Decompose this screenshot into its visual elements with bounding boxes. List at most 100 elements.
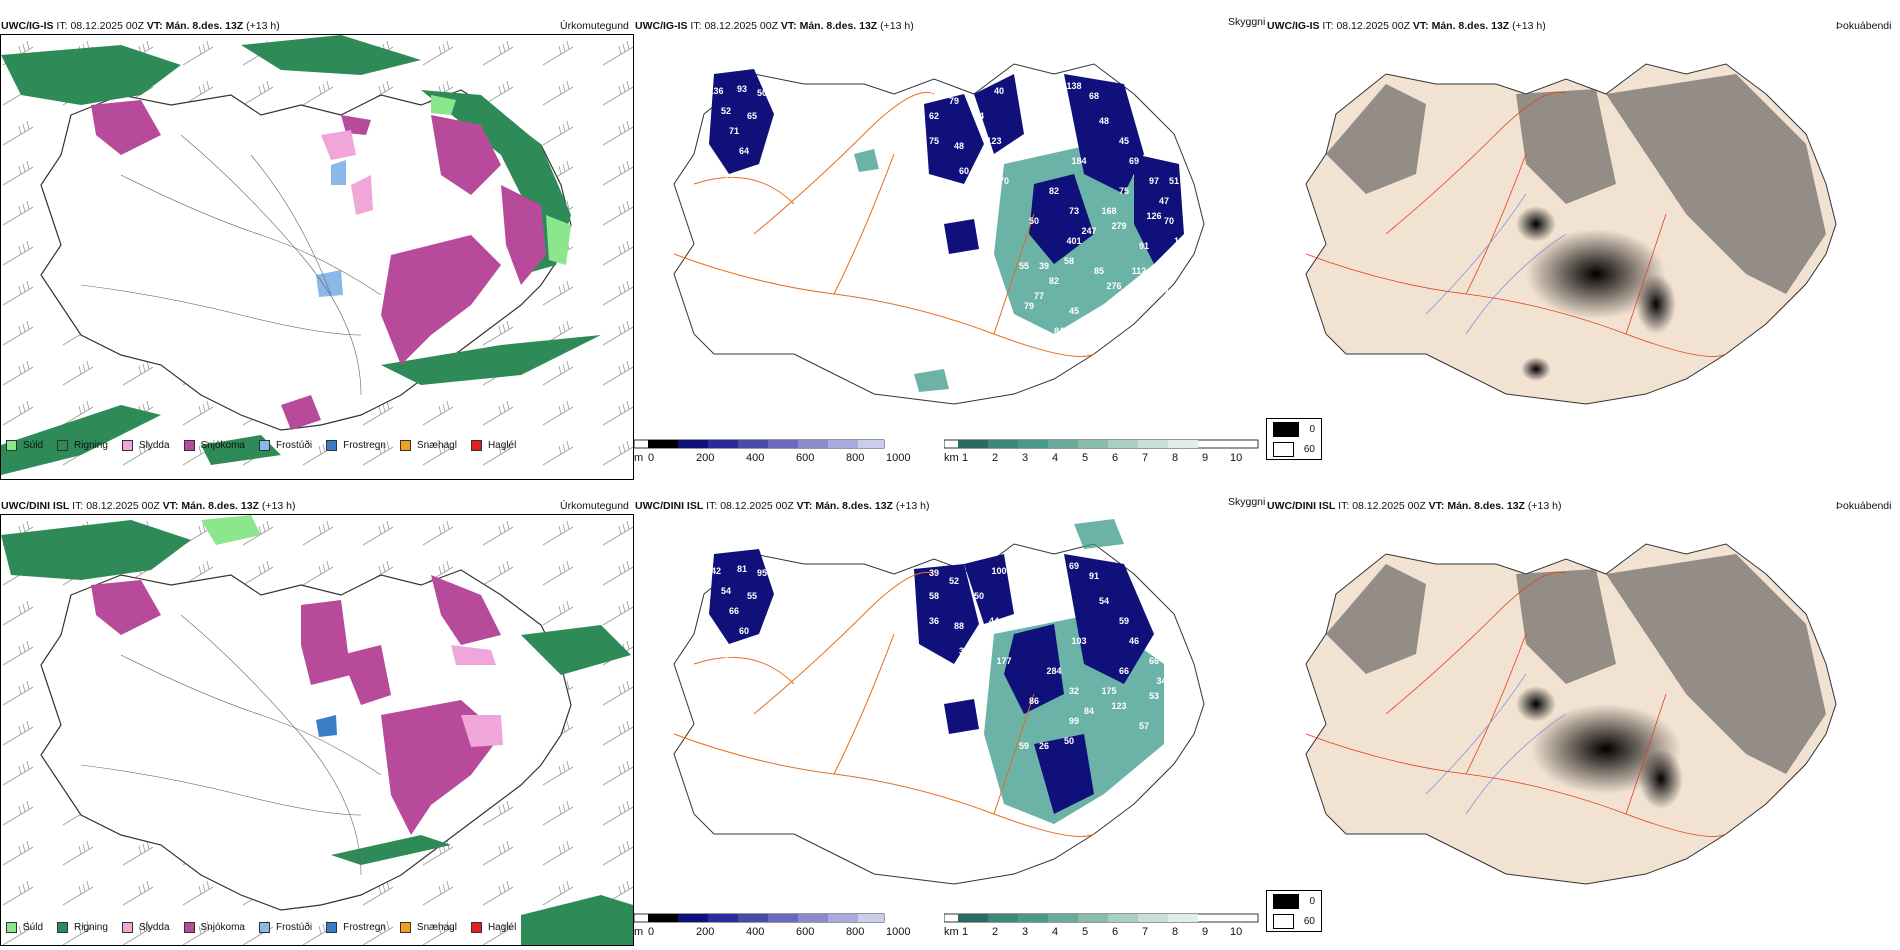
ceiling-tick: 600 xyxy=(796,452,815,464)
fog-key-row1: 0 60 xyxy=(1266,418,1322,460)
ceiling-value-label: 91 xyxy=(1089,571,1099,581)
vt-value: Mán. 8.des. 13Z xyxy=(799,20,878,32)
vis-tick: 7 xyxy=(1142,926,1149,938)
legend-item: Slydda xyxy=(121,922,170,933)
ceiling-value-label: 50 xyxy=(757,88,767,98)
precip-type-title: Úrkomutegund xyxy=(560,500,629,512)
vis-tick: 5 xyxy=(1082,926,1089,938)
legend-item: Snjókoma xyxy=(183,440,245,451)
fog-key-label: 60 xyxy=(1303,443,1315,455)
ceiling-value-label: 56 xyxy=(774,108,784,118)
ceiling-value-label: 343 xyxy=(1156,676,1171,686)
ceiling-value-label: 84 xyxy=(1084,706,1094,716)
ceiling-value-label: 59 xyxy=(1174,716,1184,726)
ceiling-value-label: 55 xyxy=(1019,581,1029,591)
ceiling-colorbar-row2: m 0 200 400 600 800 1000 xyxy=(634,912,934,946)
legend-swatch xyxy=(470,922,482,933)
vis-tick: 1 xyxy=(962,452,969,464)
ceiling-value-label: 32 xyxy=(1069,686,1079,696)
ceiling-value-label: 85 xyxy=(1094,266,1104,276)
ceiling-value-label: 64 xyxy=(959,251,969,261)
vt-value: Mán. 8.des. 13Z xyxy=(815,500,893,512)
ceiling-value-label: 66 xyxy=(1149,656,1159,666)
ceiling-value-label: 97 xyxy=(1149,176,1159,186)
it-label: IT: xyxy=(706,500,718,512)
ceiling-value-label: 60 xyxy=(739,626,749,636)
legend-label: Snæhagl xyxy=(416,922,457,933)
ceiling-value-label: 82 xyxy=(1049,186,1059,196)
legend-label: Slydda xyxy=(138,922,170,933)
ceiling-tick: 200 xyxy=(696,452,715,464)
ceiling-value-label: 66 xyxy=(729,606,739,616)
ceiling-value-label: 103 xyxy=(1071,636,1086,646)
ceiling-value-label: 123 xyxy=(986,136,1001,146)
fog-map-row2 xyxy=(1266,514,1898,906)
ceiling-value-label: 84 xyxy=(1054,326,1064,336)
vt-value: Mán. 8.des. 13Z xyxy=(1447,500,1525,512)
vis-tick: 2 xyxy=(992,452,999,464)
legend-item: Slydda xyxy=(121,440,170,451)
it-value: 08.12.2025 00Z xyxy=(704,20,778,32)
legend-label: Snjókoma xyxy=(200,922,245,933)
legend-item: Súld xyxy=(6,440,43,451)
ceiling-value-label: 42 xyxy=(711,566,721,576)
ceiling-colorbar-row1: m 0 200 400 600 800 1000 xyxy=(634,438,934,472)
iceland-outline xyxy=(40,89,572,431)
lead-time: (+13 h) xyxy=(261,500,296,512)
legend-item: Rigning xyxy=(57,440,108,451)
fog-header-row1: UWC/IG-IS IT: 08.12.2025 00Z VT: Mán. 8.… xyxy=(1267,18,1546,34)
fog-key-label: 60 xyxy=(1303,915,1315,927)
vt-label: VT: xyxy=(146,20,163,32)
ceiling-value-label: 12 xyxy=(1174,236,1184,246)
ceiling-header-row2: UWC/DINI ISL IT: 08.12.2025 00Z VT: Mán.… xyxy=(635,498,929,514)
ceiling-unit: m xyxy=(634,926,644,938)
fog-key-item: 60 xyxy=(1267,439,1321,459)
ceiling-value-label: 112 xyxy=(1132,266,1147,276)
ceiling-value-label: 62 xyxy=(929,111,939,121)
ceiling-value-label: 67 xyxy=(759,166,769,176)
vis-tick: 3 xyxy=(1022,452,1029,464)
legend-swatch xyxy=(399,922,411,933)
ceiling-value-label: 36 xyxy=(929,616,939,626)
legend-swatch xyxy=(258,440,270,451)
ceiling-value-label: 177 xyxy=(996,656,1011,666)
ceiling-value-label: 149 xyxy=(1076,336,1091,346)
ceiling-value-label: 69 xyxy=(1069,561,1079,571)
model-name: UWC/IG-IS xyxy=(1,20,54,32)
ceiling-tick: 400 xyxy=(746,926,765,938)
legend-item: Frostregn xyxy=(326,922,386,933)
fog-map-row1 xyxy=(1266,34,1898,434)
ceiling-value-label: 99 xyxy=(1069,716,1079,726)
ceiling-value-label: 54 xyxy=(974,111,984,121)
ceiling-value-label: 83 xyxy=(724,176,734,186)
ceiling-value-label: 60 xyxy=(979,166,989,176)
model-name: UWC/DINI ISL xyxy=(1267,500,1336,512)
legend-swatch xyxy=(326,440,338,451)
vis-tick: 2 xyxy=(992,926,999,938)
legend-item: Snæhagl xyxy=(399,922,457,933)
legend-item: Snjókoma xyxy=(183,922,245,933)
ceiling-value-label: 69 xyxy=(779,606,789,616)
fog-key-item: 0 xyxy=(1267,891,1321,911)
fog-panel-row1: UWC/IG-IS IT: 08.12.2025 00Z VT: Mán. 8.… xyxy=(1266,14,1900,480)
vt-label: VT: xyxy=(1412,20,1429,32)
ceiling-value-label: 175 xyxy=(1101,686,1116,696)
ceiling-value-label: 48 xyxy=(1099,116,1109,126)
fog-key-label: 0 xyxy=(1309,895,1315,907)
vt-value: Mán. 8.des. 13Z xyxy=(181,500,259,512)
ceiling-tick: 1000 xyxy=(886,452,911,464)
precip-legend-row1: Súld Rigning Slydda Snjókoma Frostúði Fr… xyxy=(6,440,530,451)
ceiling-value-label: 69 xyxy=(1129,156,1139,166)
ceiling-panel-row2: UWC/DINI ISL IT: 08.12.2025 00Z VT: Mán.… xyxy=(634,494,1266,950)
legend-swatch xyxy=(6,440,17,451)
lead-time: (+13 h) xyxy=(880,20,914,32)
vis-unit: km xyxy=(944,926,959,938)
vis-tick: 6 xyxy=(1112,452,1119,464)
precip-type-title: Úrkomutegund xyxy=(560,20,629,32)
it-value: 08.12.2025 00Z xyxy=(70,20,144,32)
ceiling-tick: 800 xyxy=(846,926,865,938)
ceiling-value-label: 70 xyxy=(999,176,1009,186)
ceiling-map-row1: 136 93 50 52 65 56 71 59 64 58 67 83 75 79 54 62 40 123 75… xyxy=(634,34,1266,434)
legend-item: Frostregn xyxy=(326,440,386,451)
